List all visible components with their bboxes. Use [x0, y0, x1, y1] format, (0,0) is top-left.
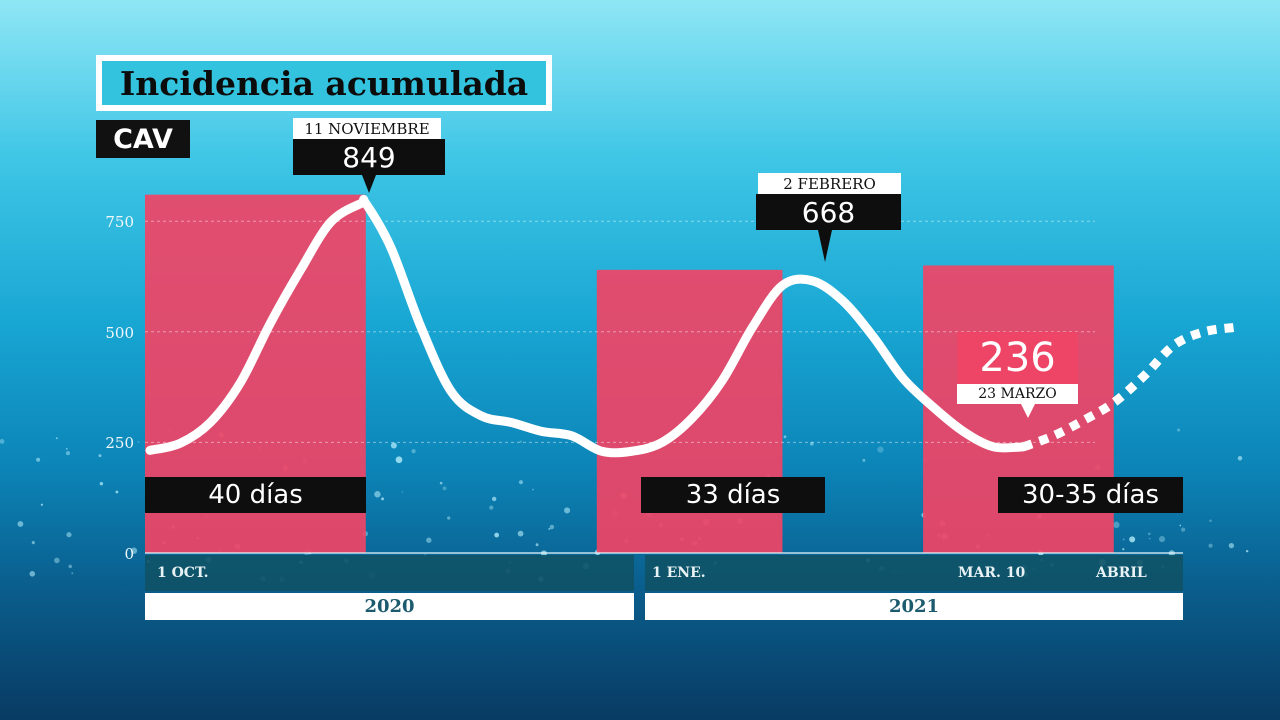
y-tick-250: 250 [105, 434, 134, 452]
particle [1122, 538, 1125, 541]
particle [494, 532, 500, 538]
particle [489, 505, 494, 510]
particle [447, 516, 451, 520]
particle [548, 527, 551, 530]
peak-2-date: 2 FEBRERO [758, 173, 901, 195]
axis-band-2020 [145, 555, 634, 591]
chart-title-box: Incidencia acumulada [96, 55, 552, 111]
particle [130, 547, 138, 554]
particle [442, 486, 447, 491]
particle [390, 442, 397, 449]
particle [1177, 428, 1181, 432]
current-pointer [1021, 404, 1035, 418]
particle [532, 488, 534, 491]
particle [374, 491, 381, 498]
year-label-2020: 2020 [145, 593, 634, 620]
particle [36, 457, 41, 462]
x-tick-abril: ABRIL [1096, 565, 1147, 581]
chart-title: Incidencia acumulada [102, 61, 546, 105]
particle [55, 437, 58, 440]
particle [1129, 536, 1136, 543]
x-tick-oct: 1 OCT. [157, 565, 209, 581]
y-tick-0: 0 [124, 545, 134, 563]
particle [66, 532, 72, 538]
particle [401, 491, 404, 493]
particle [99, 481, 104, 486]
incidence-line [145, 194, 1028, 458]
y-tick-500: 500 [105, 324, 134, 342]
particle [1113, 521, 1120, 529]
particle [783, 435, 787, 439]
particle [1122, 548, 1125, 551]
particle [1209, 519, 1212, 523]
particle [395, 456, 403, 464]
peak-2-value: 668 [756, 194, 901, 230]
axis-band-2021 [645, 555, 1183, 591]
particle [1245, 549, 1249, 553]
particle [1237, 455, 1243, 461]
particle [1208, 543, 1213, 548]
particle [518, 480, 524, 485]
particle [1158, 536, 1166, 543]
particle [98, 454, 102, 458]
particle [68, 564, 72, 569]
particle [535, 543, 539, 547]
particle [0, 439, 5, 444]
x-tick-ene: 1 ENE. [652, 565, 706, 581]
particle [115, 490, 119, 494]
particle [426, 537, 432, 543]
particle [137, 441, 140, 444]
particle [1181, 527, 1186, 532]
particle [517, 530, 524, 537]
particle [381, 497, 385, 501]
peak-1-value: 849 [293, 139, 445, 175]
peak-1-pointer [362, 175, 376, 193]
particle [1228, 542, 1235, 549]
current-date: 23 MARZO [957, 384, 1078, 404]
year-label-2021: 2021 [645, 593, 1183, 620]
particle [54, 557, 60, 564]
particle [411, 449, 416, 454]
particle [519, 440, 522, 443]
particle [1179, 524, 1182, 527]
particle [71, 572, 74, 575]
particle [809, 441, 814, 446]
particle [439, 481, 443, 485]
peak-2-pointer [818, 230, 832, 262]
projection-line [1021, 322, 1235, 452]
particle [40, 503, 43, 506]
y-tick-750: 750 [105, 213, 134, 231]
x-tick-mar: MAR. 10 [958, 565, 1026, 581]
particle [29, 571, 36, 577]
period-label-3: 30-35 días [998, 477, 1183, 513]
particle [549, 524, 555, 530]
particle [564, 507, 571, 514]
current-value: 236 [957, 332, 1078, 384]
particle [862, 458, 866, 462]
particle [65, 448, 68, 450]
region-badge: CAV [96, 120, 190, 158]
particle [1147, 532, 1151, 536]
peak-1-date: 11 NOVIEMBRE [293, 118, 441, 140]
particle [31, 541, 35, 545]
particle [17, 521, 24, 527]
particle [877, 446, 884, 453]
particle [491, 496, 497, 502]
period-label-2: 33 días [641, 477, 825, 513]
particle [1148, 537, 1151, 540]
particle [65, 451, 71, 456]
period-label-1: 40 días [145, 477, 366, 513]
